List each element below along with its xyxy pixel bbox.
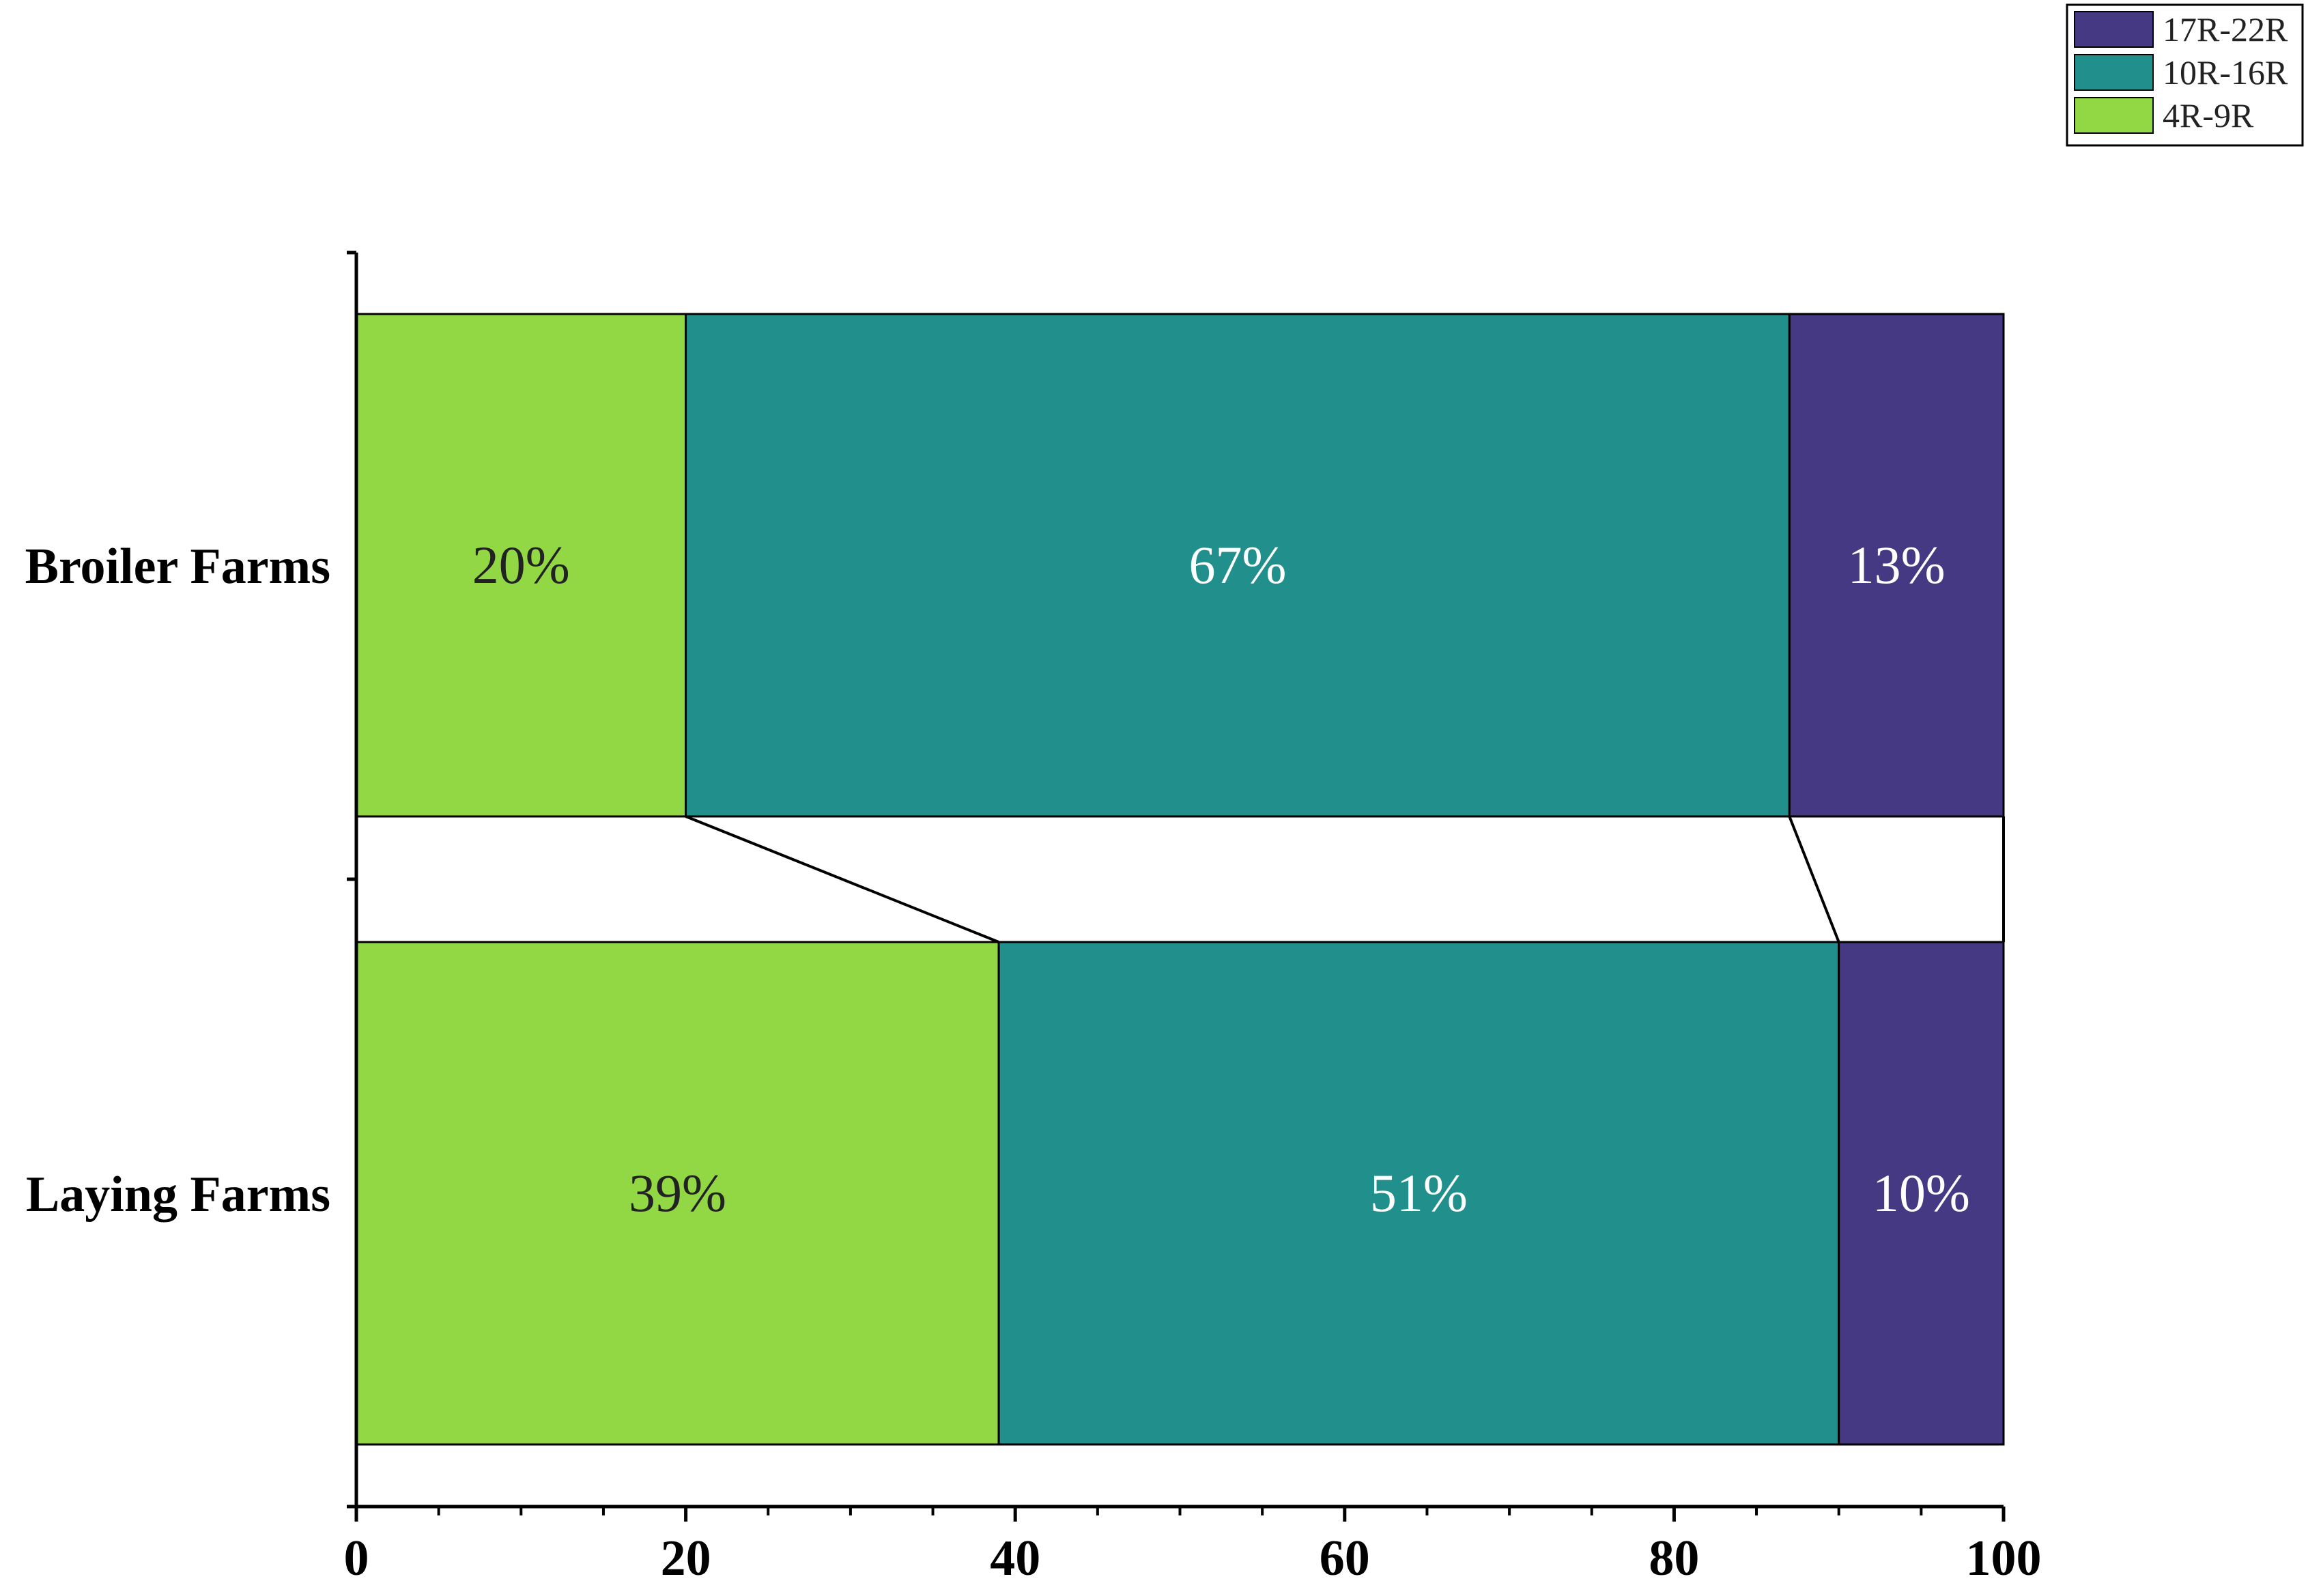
legend: 17R-22R 10R-16R 4R-9R [2066,3,2304,147]
x-tick-label: 0 [344,1530,369,1586]
legend-label: 4R-9R [2163,96,2254,134]
x-tick-label: 100 [1966,1530,2042,1586]
category-labels: Broiler Farms Laying Farms [25,539,330,1223]
bar-segment-4r-9r-laying [355,941,1000,1446]
legend-swatch [2074,11,2154,48]
legend-swatch [2074,54,2154,91]
data-label: 20% [472,535,570,595]
axes: 0 20 40 60 80 100 [344,251,2042,1586]
x-tick-label: 60 [1320,1530,1370,1586]
connector-line [685,815,999,943]
data-label: 13% [1848,535,1946,595]
data-label: 67% [1188,535,1286,595]
x-tick-label: 40 [990,1530,1040,1586]
data-label: 51% [1370,1163,1468,1223]
bar-segment-17r-22r-laying [1838,941,2005,1446]
data-label: 39% [629,1163,726,1223]
legend-label: 17R-22R [2163,10,2288,48]
category-label: Laying Farms [26,1167,330,1223]
x-tick-label: 80 [1649,1530,1699,1586]
legend-swatch [2074,97,2154,134]
x-tick-label: 20 [661,1530,711,1586]
bar-segment-10r-16r-broiler [685,313,1791,818]
data-label: 10% [1872,1163,1970,1223]
connector-line [1788,816,1840,943]
connector-lines [355,815,2005,943]
category-label: Broiler Farms [25,539,330,595]
bar-segment-17r-22r-broiler [1788,313,2005,818]
bar-segments: 20% 67% 13% 39% 51% 10% [355,313,2005,1446]
legend-label: 10R-16R [2163,53,2288,91]
